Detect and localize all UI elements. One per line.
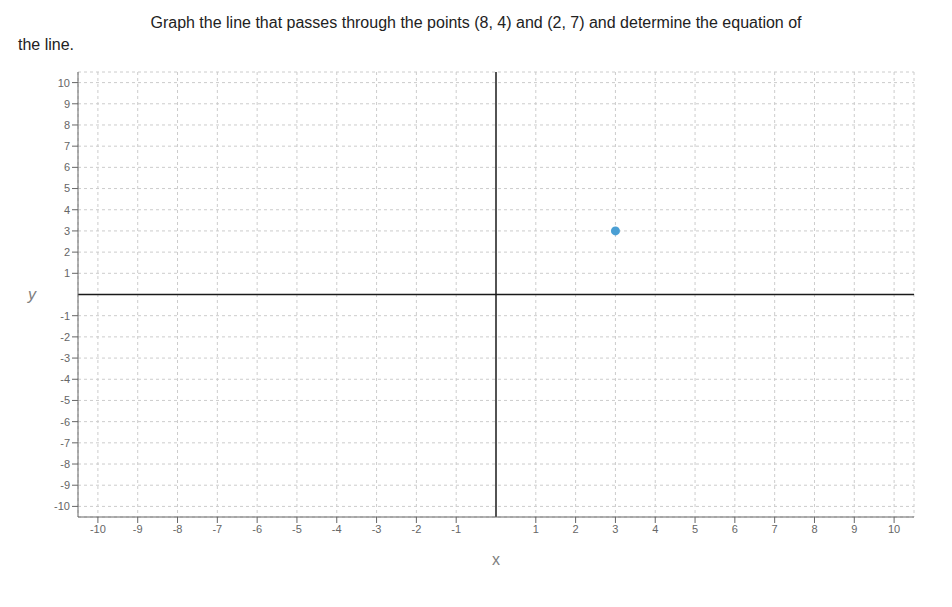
svg-text:-8: -8 <box>173 523 183 535</box>
svg-text:-2: -2 <box>60 331 70 343</box>
svg-text:9: 9 <box>851 523 857 535</box>
svg-text:6: 6 <box>732 523 738 535</box>
svg-text:7: 7 <box>64 140 70 152</box>
svg-text:-10: -10 <box>54 500 70 512</box>
svg-text:8: 8 <box>811 523 817 535</box>
svg-text:3: 3 <box>64 225 70 237</box>
svg-text:-9: -9 <box>133 523 143 535</box>
svg-text:-9: -9 <box>60 479 70 491</box>
svg-text:-7: -7 <box>212 523 222 535</box>
svg-text:-4: -4 <box>332 523 342 535</box>
html-text:Graph the line that passes thr: Graph the line that passes through the p… <box>150 14 802 31</box>
svg-text:9: 9 <box>64 98 70 110</box>
svg-text:1: 1 <box>533 523 539 535</box>
svg-text:-5: -5 <box>292 523 302 535</box>
svg-text:-5: -5 <box>60 394 70 406</box>
html-text:the line.: the line. <box>18 36 74 53</box>
svg-text:-1: -1 <box>60 310 70 322</box>
svg-text:3: 3 <box>612 523 618 535</box>
svg-text:5: 5 <box>64 182 70 194</box>
svg-text:4: 4 <box>652 523 658 535</box>
svg-text:2: 2 <box>64 246 70 258</box>
svg-text:-7: -7 <box>60 437 70 449</box>
svg-text:x: x <box>492 551 500 568</box>
svg-text:-2: -2 <box>411 523 421 535</box>
svg-text:7: 7 <box>772 523 778 535</box>
svg-text:-6: -6 <box>252 523 262 535</box>
svg-text:y: y <box>27 286 37 303</box>
svg-text:-8: -8 <box>60 458 70 470</box>
svg-text:4: 4 <box>64 204 70 216</box>
svg-text:-3: -3 <box>372 523 382 535</box>
svg-text:-10: -10 <box>90 523 106 535</box>
svg-text:8: 8 <box>64 119 70 131</box>
svg-text:2: 2 <box>573 523 579 535</box>
svg-text:-1: -1 <box>451 523 461 535</box>
svg-text:1: 1 <box>64 267 70 279</box>
svg-text:-4: -4 <box>60 373 70 385</box>
svg-text:-6: -6 <box>60 416 70 428</box>
svg-text:10: 10 <box>888 523 900 535</box>
svg-text:5: 5 <box>692 523 698 535</box>
svg-text:10: 10 <box>58 77 70 89</box>
svg-text:-3: -3 <box>60 352 70 364</box>
svg-text:6: 6 <box>64 161 70 173</box>
